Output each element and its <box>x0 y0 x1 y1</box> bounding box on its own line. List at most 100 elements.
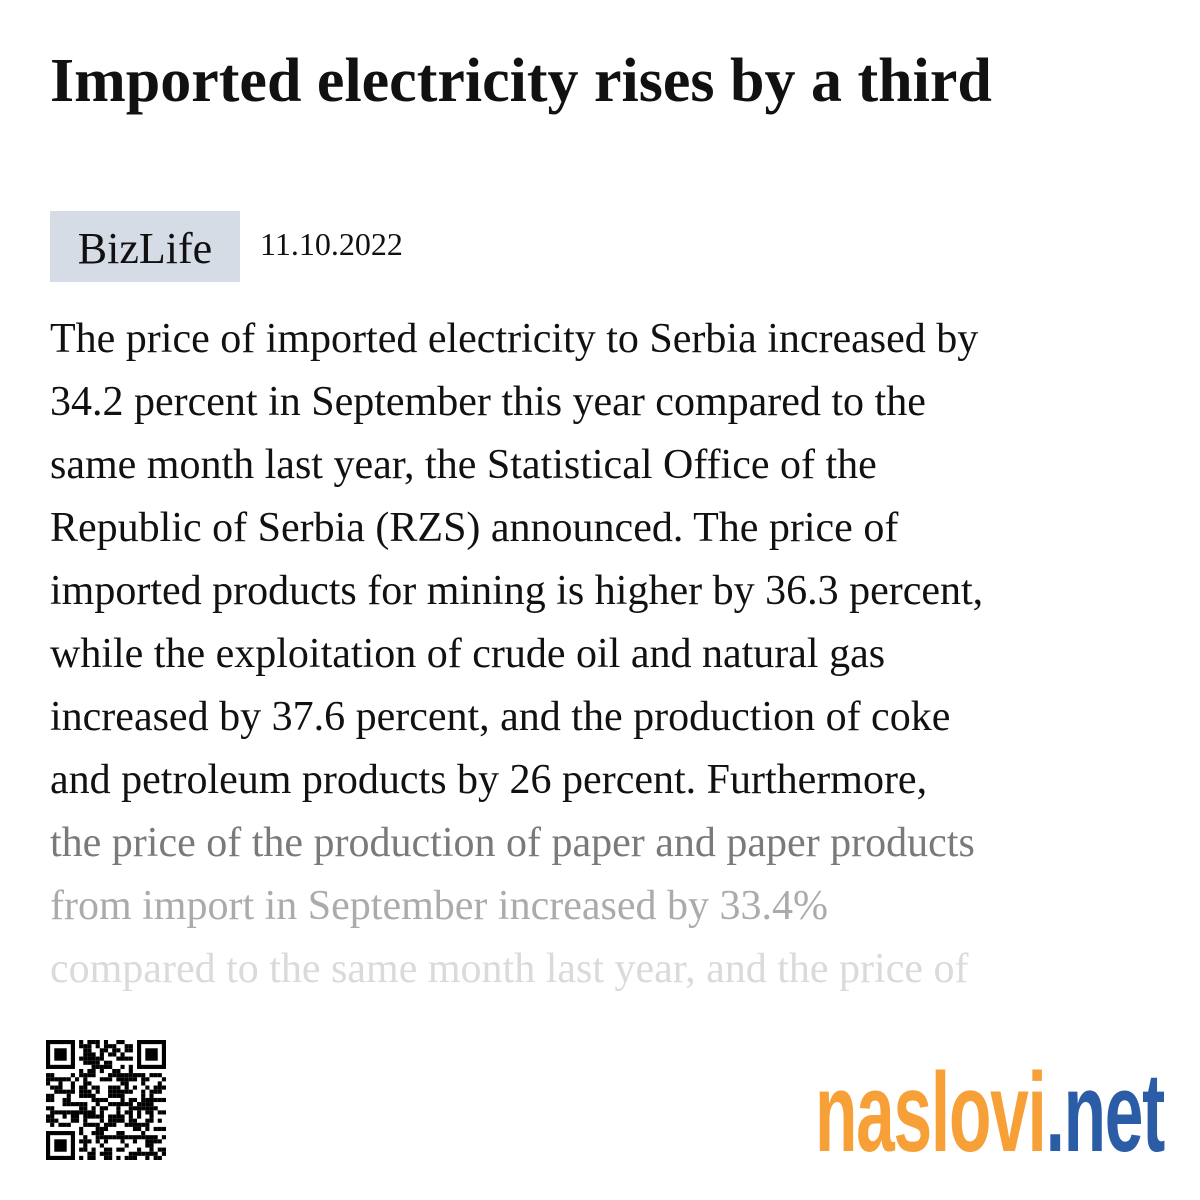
qr-module <box>128 1097 133 1103</box>
qr-module <box>83 1106 88 1111</box>
qr-module <box>108 1089 113 1094</box>
qr-module <box>83 1143 88 1148</box>
qr-module <box>83 1089 88 1094</box>
qr-module <box>128 1110 133 1115</box>
qr-module <box>116 1110 121 1115</box>
qr-module <box>116 1093 121 1098</box>
qr-module <box>50 1085 55 1090</box>
qr-module <box>157 1118 162 1123</box>
qr-module <box>79 1102 84 1107</box>
qr-module <box>95 1089 100 1094</box>
qr-module <box>79 1073 84 1078</box>
qr-module <box>103 1106 109 1111</box>
qr-module <box>70 1073 75 1078</box>
qr-module <box>87 1151 92 1156</box>
qr-module <box>54 1085 59 1090</box>
qr-module <box>103 1064 109 1069</box>
qr-module <box>108 1118 113 1123</box>
qr-module <box>128 1068 133 1074</box>
body-line: and petroleum products by 26 percent. Fu… <box>50 757 928 803</box>
qr-module <box>79 1131 84 1136</box>
qr-module <box>87 1122 92 1127</box>
qr-module <box>62 1102 67 1107</box>
qr-module <box>145 1102 150 1107</box>
qr-module <box>141 1135 146 1140</box>
qr-module <box>95 1139 100 1144</box>
qr-module <box>54 1048 67 1061</box>
qr-module <box>83 1081 88 1086</box>
qr-module <box>132 1126 138 1132</box>
qr-module <box>108 1147 113 1152</box>
qr-module <box>157 1110 162 1115</box>
qr-module <box>108 1122 113 1127</box>
source-badge[interactable]: BizLife <box>50 211 240 282</box>
qr-module <box>83 1044 88 1049</box>
qr-module <box>50 1077 55 1082</box>
qr-module <box>116 1077 121 1082</box>
qr-module <box>153 1097 158 1103</box>
qr-module <box>116 1102 121 1107</box>
qr-module <box>91 1064 96 1069</box>
qr-module <box>74 1110 80 1115</box>
qr-module <box>153 1139 158 1144</box>
qr-module <box>124 1073 129 1078</box>
qr-module <box>145 1151 150 1156</box>
qr-module <box>108 1052 113 1057</box>
qr-module <box>116 1056 121 1061</box>
qr-module <box>62 1089 67 1094</box>
qr-module <box>87 1073 92 1078</box>
qr-module <box>83 1052 88 1057</box>
qr-module <box>145 1106 150 1111</box>
qr-module <box>91 1040 96 1045</box>
qr-module <box>108 1114 113 1119</box>
qr-module <box>79 1155 84 1160</box>
qr-module <box>62 1077 67 1082</box>
qr-module <box>132 1106 138 1111</box>
qr-module <box>58 1085 63 1090</box>
qr-module <box>153 1089 158 1094</box>
qr-module <box>141 1089 146 1094</box>
qr-module <box>141 1077 146 1082</box>
qr-module <box>58 1110 63 1115</box>
qr-module <box>116 1106 121 1111</box>
qr-module <box>112 1044 117 1049</box>
qr-module <box>124 1110 129 1115</box>
qr-module <box>137 1135 142 1140</box>
qr-module <box>83 1056 88 1061</box>
qr-module <box>141 1102 146 1107</box>
qr-module <box>50 1118 55 1123</box>
qr-module <box>83 1135 88 1140</box>
qr-module <box>124 1044 129 1049</box>
qr-module <box>124 1089 129 1094</box>
qr-module <box>149 1118 154 1123</box>
qr-module <box>128 1077 133 1082</box>
qr-module <box>149 1135 154 1140</box>
qr-module <box>99 1114 104 1119</box>
qr-module <box>116 1085 121 1090</box>
qr-module <box>108 1060 113 1065</box>
qr-module <box>83 1147 88 1152</box>
qr-module <box>120 1139 125 1144</box>
qr-module <box>99 1048 104 1053</box>
qr-module <box>50 1093 55 1098</box>
qr-module <box>99 1106 104 1111</box>
qr-module <box>137 1126 142 1132</box>
qr-module <box>50 1114 55 1119</box>
qr-module <box>87 1052 92 1057</box>
qr-module <box>132 1097 138 1103</box>
qr-module <box>112 1102 117 1107</box>
body-line: imported products for mining is higher b… <box>50 568 984 614</box>
qr-module <box>149 1139 154 1144</box>
qr-module <box>137 1122 142 1127</box>
qr-module <box>116 1147 121 1152</box>
body-line: Republic of Serbia (RZS) announced. The … <box>50 505 899 551</box>
qr-module <box>128 1064 133 1069</box>
qr-module <box>112 1135 117 1140</box>
qr-module <box>141 1122 146 1127</box>
body-line: compared to the same month last year, an… <box>50 946 969 992</box>
qr-module <box>79 1093 84 1098</box>
logo[interactable]: naslovi.net <box>815 1048 1165 1177</box>
qr-module <box>79 1106 84 1111</box>
qr-module <box>83 1122 88 1127</box>
qr-module <box>99 1143 104 1148</box>
